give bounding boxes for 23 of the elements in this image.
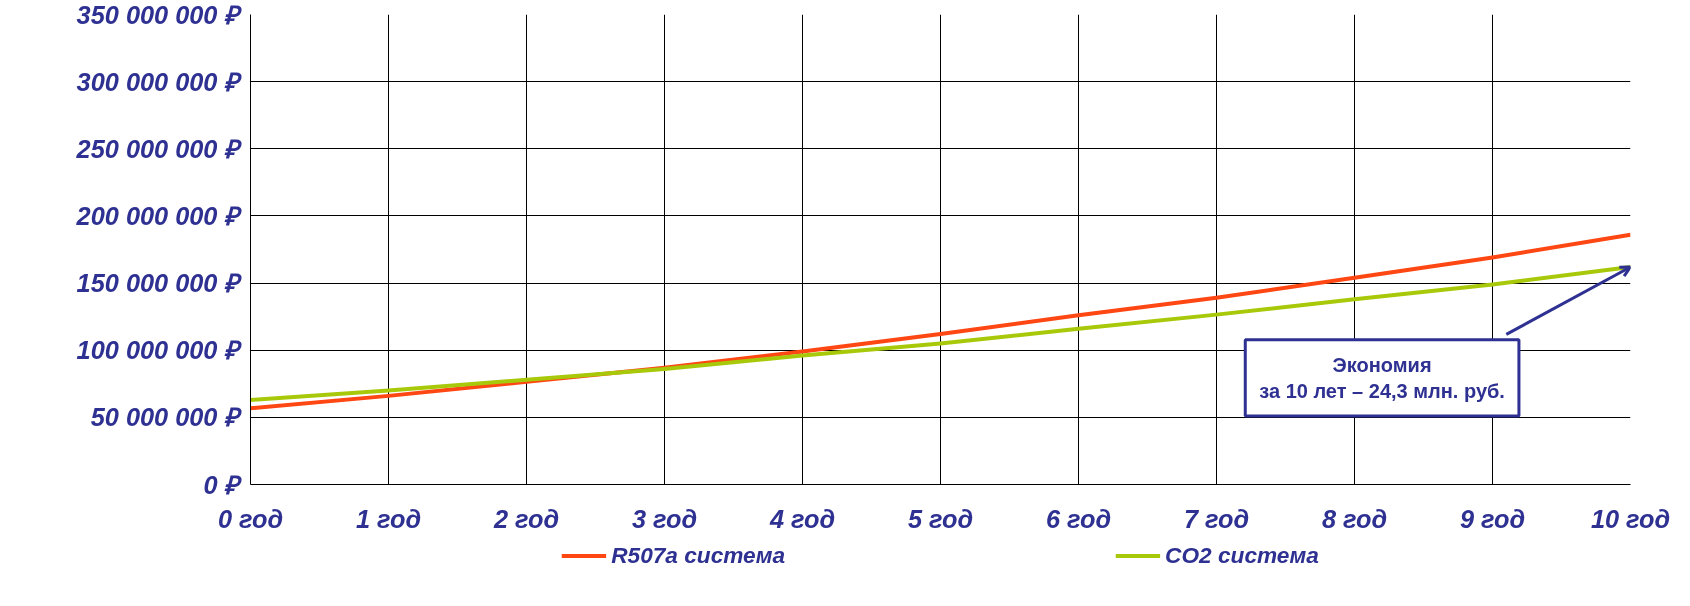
legend-label: R507a система [611, 541, 786, 569]
x-tick-label: 7 год [1183, 504, 1250, 533]
y-tick-label: 150 000 000 ₽ [76, 269, 244, 298]
annotation: Экономия за 10 лет – 24,3 млн. руб. [1259, 353, 1505, 403]
y-tick-label: 350 000 000 ₽ [76, 0, 244, 29]
x-tick-label: 4 год [768, 504, 836, 533]
x-tick-label: 8 год [1321, 504, 1388, 533]
y-tick-label: 100 000 000 ₽ [76, 336, 244, 365]
y-tick-label: 200 000 000 ₽ [75, 201, 244, 230]
y-tick-label: 300 000 000 ₽ [76, 67, 244, 96]
x-tick-label: 1 год [355, 504, 422, 533]
x-tick-label: 2 год [492, 504, 560, 533]
y-tick-label: 0 ₽ [203, 470, 244, 499]
line-series [250, 264, 1631, 402]
x-tick-label: 10 год [1590, 504, 1671, 533]
x-tick-label: 9 год [1459, 504, 1526, 533]
legend-label: CO2 система [1165, 541, 1319, 569]
x-tick-label: 5 год [907, 504, 974, 533]
x-tick-label: 6 год [1045, 504, 1112, 533]
y-tick-label: 250 000 000 ₽ [75, 134, 244, 163]
y-tick-label: 50 000 000 ₽ [90, 403, 244, 432]
x-tick-label: 3 год [631, 504, 698, 533]
x-tick-label: 0 год [217, 504, 284, 533]
